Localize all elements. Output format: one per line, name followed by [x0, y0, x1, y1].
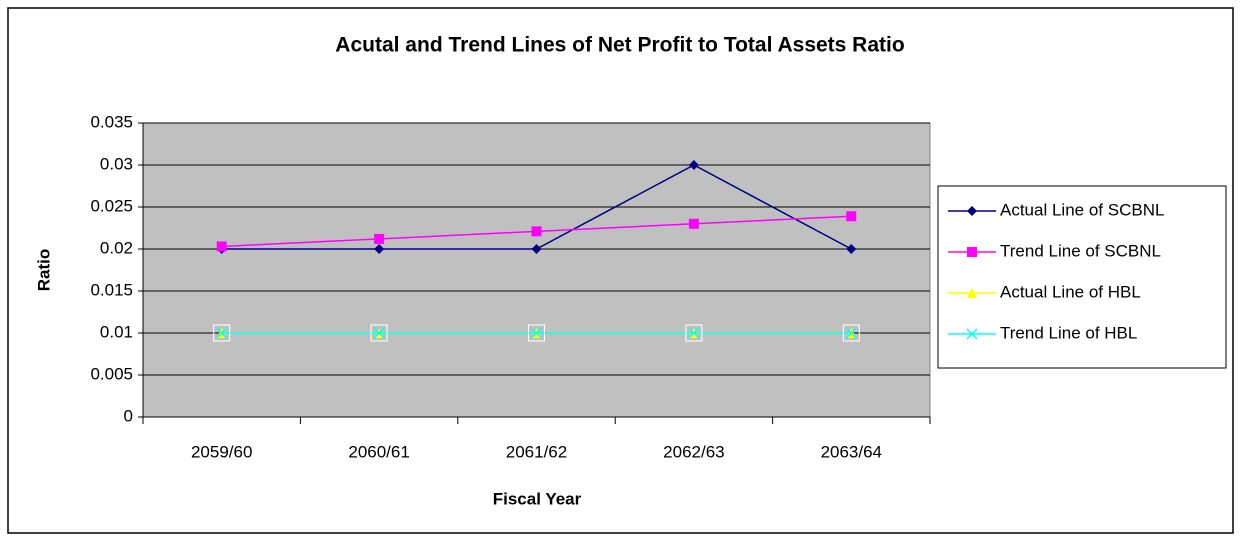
marker [688, 327, 700, 339]
marker-bg [842, 324, 860, 342]
legend-label: Actual Line of HBL [1000, 282, 1141, 301]
marker [531, 244, 542, 254]
y-tick-label: 0.025 [90, 196, 133, 215]
marker [967, 247, 977, 257]
marker-bg [528, 324, 545, 342]
x-axis-title: Fiscal Year [493, 489, 582, 508]
legend-label: Trend Line of HBL [1000, 323, 1137, 342]
marker-bg [213, 324, 231, 342]
y-tick-label: 0.035 [90, 112, 133, 131]
marker [688, 218, 699, 229]
x-tick-label: 2062/63 [663, 442, 724, 461]
marker [374, 233, 385, 244]
marker [374, 244, 385, 254]
y-tick-label: 0.02 [100, 238, 133, 257]
chart-title: Acutal and Trend Lines of Net Profit to … [335, 34, 904, 57]
x-tick-label: 2059/60 [191, 442, 252, 461]
y-tick-label: 0.03 [100, 154, 133, 173]
marker [967, 206, 977, 216]
marker [846, 211, 857, 222]
marker [845, 327, 857, 339]
x-tick-label: 2063/64 [821, 442, 882, 461]
y-tick-label: 0.005 [90, 364, 133, 383]
y-tick-label: 0.01 [100, 322, 133, 341]
marker [846, 244, 857, 254]
marker [216, 241, 227, 252]
marker [373, 327, 385, 339]
legend-box [937, 185, 1227, 369]
marker [531, 226, 542, 237]
marker [967, 288, 977, 298]
marker-bg [685, 324, 703, 342]
x-tick-label: 2061/62 [506, 442, 567, 461]
y-axis-title: Ratio [34, 249, 53, 292]
y-tick-label: 0.015 [90, 280, 133, 299]
marker [966, 328, 978, 340]
marker [530, 327, 543, 339]
marker [688, 160, 699, 170]
x-tick-label: 2060/61 [348, 442, 409, 461]
plot-area [142, 122, 931, 418]
legend-label: Trend Line of SCBNL [1000, 241, 1161, 260]
y-tick-label: 0 [124, 406, 133, 425]
marker-bg [370, 324, 388, 342]
legend-label: Actual Line of SCBNL [1000, 200, 1164, 219]
marker [216, 327, 228, 339]
